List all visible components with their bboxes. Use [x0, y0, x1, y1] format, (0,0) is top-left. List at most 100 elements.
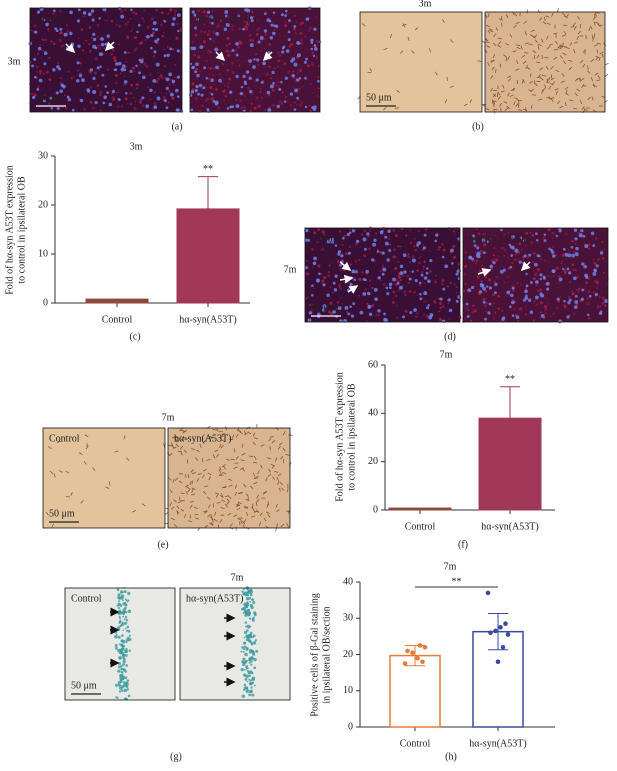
nucleus: [278, 88, 281, 91]
signal: [331, 262, 332, 263]
signal: [299, 69, 302, 72]
nucleus: [573, 276, 577, 280]
nucleus: [544, 239, 547, 242]
nucleus: [360, 311, 364, 315]
signal: [344, 281, 347, 284]
nucleus: [584, 244, 588, 248]
nucleus: [79, 74, 82, 77]
signal: [408, 282, 410, 284]
nucleus: [288, 31, 291, 34]
nucleus: [218, 79, 222, 83]
signal: [130, 30, 132, 32]
nucleus: [385, 242, 389, 246]
signal: [213, 67, 215, 69]
signal: [402, 284, 404, 286]
signal: [301, 22, 304, 25]
nucleus: [281, 50, 284, 53]
image-label: hα-syn(A53T): [186, 593, 243, 604]
fiber: [289, 510, 290, 514]
signal: [36, 71, 38, 73]
nucleus: [423, 291, 427, 295]
nucleus: [250, 43, 254, 47]
nucleus: [486, 285, 488, 287]
image-label: Control: [311, 233, 342, 244]
signal: [597, 305, 600, 308]
nucleus: [399, 286, 403, 290]
stain: [125, 615, 127, 617]
signal: [323, 276, 326, 279]
signal: [46, 71, 49, 74]
signal: [416, 294, 417, 295]
stain: [127, 679, 130, 682]
nucleus: [440, 298, 443, 301]
nucleus: [177, 49, 180, 52]
nucleus: [326, 294, 329, 297]
signal: [257, 27, 260, 30]
signal: [426, 315, 429, 318]
nucleus: [538, 255, 540, 257]
signal: [418, 262, 421, 265]
signal: [393, 291, 396, 294]
stain: [247, 626, 249, 628]
nucleus: [415, 279, 418, 282]
data-point: [488, 630, 493, 635]
nucleus: [270, 84, 274, 88]
image-label: Control: [71, 593, 102, 604]
nucleus: [600, 310, 603, 313]
nucleus: [99, 52, 103, 56]
stain: [254, 685, 256, 687]
stain: [126, 604, 128, 606]
nucleus: [69, 32, 72, 35]
signal: [281, 78, 283, 80]
signal: [316, 95, 318, 97]
nucleus: [31, 65, 34, 68]
stain: [127, 630, 130, 633]
nucleus: [115, 62, 119, 66]
signal: [406, 274, 409, 277]
signal: [83, 43, 85, 45]
signal: [249, 34, 252, 37]
panel-tag: (g): [170, 751, 182, 762]
nucleus: [150, 34, 153, 37]
signal: [277, 60, 279, 62]
signal: [518, 320, 519, 321]
nucleus: [386, 287, 389, 290]
signal: [464, 309, 465, 310]
stain: [119, 684, 121, 686]
signal: [544, 259, 547, 262]
signal: [574, 269, 577, 272]
signal: [284, 24, 287, 27]
nucleus: [114, 68, 117, 71]
nucleus: [556, 235, 558, 237]
x-tick-label: hα-syn(A53T): [481, 521, 538, 532]
y-tick-label: 10: [38, 248, 48, 259]
signal: [114, 59, 117, 62]
signal: [464, 318, 466, 320]
signal: [143, 10, 145, 12]
nucleus: [409, 278, 412, 281]
nucleus: [153, 21, 157, 25]
signal: [563, 304, 566, 307]
nucleus: [247, 9, 251, 13]
nucleus: [371, 258, 374, 261]
signal: [340, 287, 342, 289]
signal: [418, 257, 420, 259]
stain: [123, 668, 125, 670]
nucleus: [297, 53, 301, 57]
nucleus: [442, 288, 445, 291]
stain: [122, 645, 125, 648]
stain: [124, 618, 126, 620]
signal: [392, 229, 395, 232]
fiber: [268, 501, 269, 505]
nucleus: [592, 272, 596, 276]
signal: [388, 236, 389, 237]
signal: [153, 91, 156, 94]
nucleus: [434, 240, 437, 243]
signal: [343, 235, 345, 237]
nucleus: [356, 240, 359, 243]
nucleus: [149, 89, 153, 93]
signal: [228, 78, 231, 81]
signal: [375, 233, 377, 235]
signal: [198, 10, 200, 12]
signal: [275, 84, 278, 87]
